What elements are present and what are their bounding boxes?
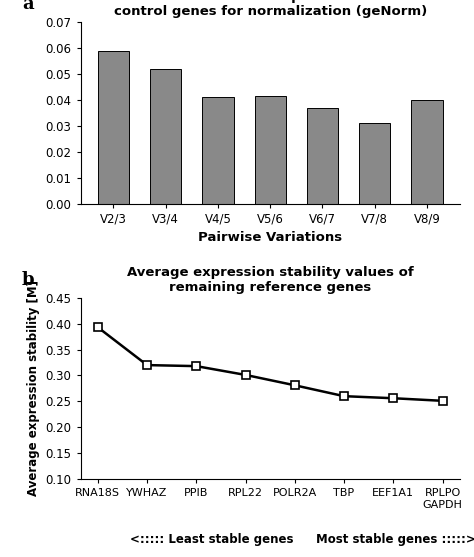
Text: b: b bbox=[22, 271, 35, 289]
Bar bbox=[411, 100, 443, 203]
Bar bbox=[150, 69, 182, 203]
Title: Average expression stability values of
remaining reference genes: Average expression stability values of r… bbox=[127, 266, 413, 294]
X-axis label: Pairwise Variations: Pairwise Variations bbox=[198, 231, 342, 244]
Title: Determination of the optimal number of
control genes for normalization (geNorm): Determination of the optimal number of c… bbox=[114, 0, 427, 18]
Text: a: a bbox=[22, 0, 34, 13]
Text: Most stable genes :::::>: Most stable genes :::::> bbox=[316, 534, 474, 546]
Y-axis label: Average expression stability [M]: Average expression stability [M] bbox=[27, 280, 40, 496]
Bar bbox=[307, 108, 338, 203]
Text: <::::: Least stable genes: <::::: Least stable genes bbox=[130, 534, 293, 546]
Bar bbox=[98, 51, 129, 203]
Bar bbox=[202, 97, 234, 203]
Bar bbox=[255, 96, 286, 203]
Bar bbox=[359, 123, 390, 203]
